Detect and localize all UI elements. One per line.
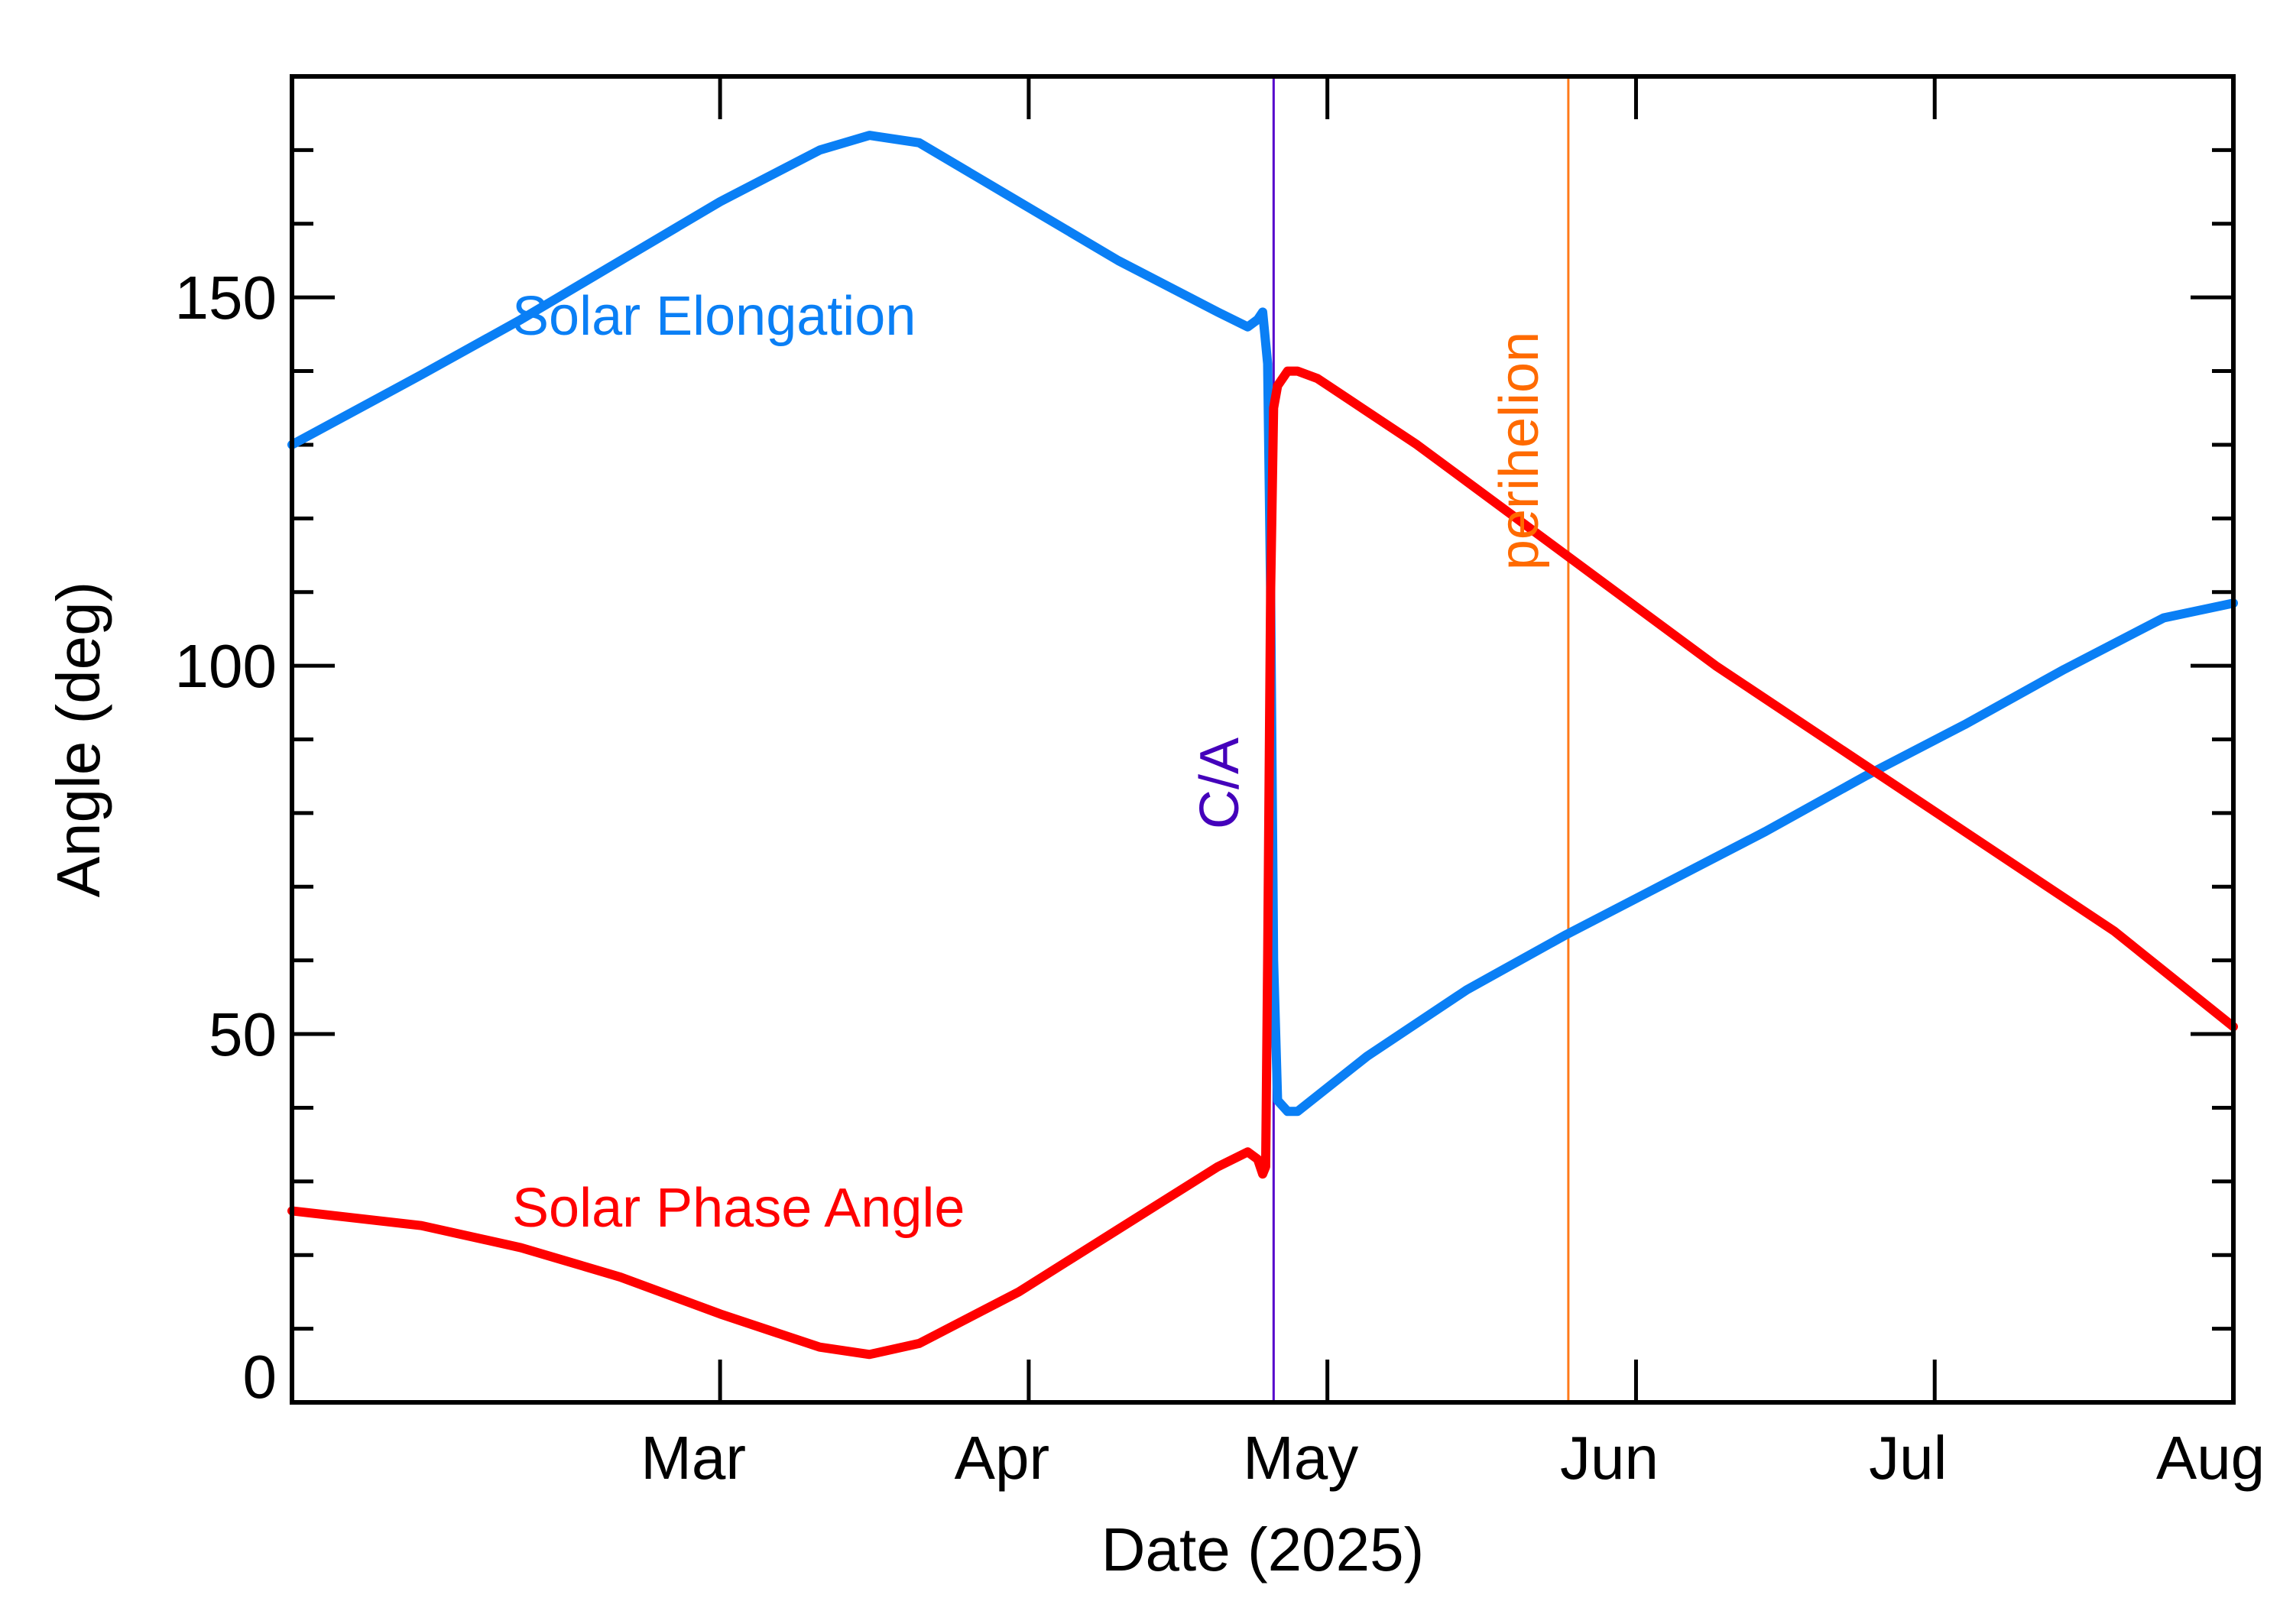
series-line-solar-phase-angle: [287, 366, 2238, 1360]
series-group: [287, 131, 2238, 1360]
series-label-solar-phase-angle: Solar Phase Angle: [512, 1178, 965, 1239]
x-axis-title: Date (2025): [1101, 1515, 1424, 1583]
x-tick-labels: Mar Apr May Jun Jul Aug: [641, 1424, 2265, 1492]
vertical-markers: [1272, 76, 1570, 1402]
plot-frame: [290, 74, 2236, 1405]
x-tick-label: Jun: [1560, 1424, 1659, 1492]
x-tick-label: Apr: [955, 1424, 1050, 1492]
y-tick-label: 150: [175, 264, 277, 332]
y-tick-label: 0: [243, 1343, 277, 1411]
tick-group: [292, 76, 2233, 1402]
x-tick-label: Mar: [641, 1424, 746, 1492]
x-tick-label: Aug: [2156, 1424, 2265, 1492]
x-tick-label: May: [1243, 1424, 1358, 1492]
series-label-solar-elongation: Solar Elongation: [512, 286, 916, 347]
y-tick-label: 100: [175, 632, 277, 700]
y-tick-label: 50: [209, 1000, 277, 1068]
marker-label-perihelion: perihelion: [1489, 332, 1550, 570]
x-tick-label: Jul: [1869, 1424, 1947, 1492]
y-axis-title: Angle (deg): [44, 582, 112, 898]
marker-label-closest-approach: C/A: [1189, 737, 1250, 829]
y-tick-labels: 0 50 100 150: [175, 264, 277, 1411]
series-line-solar-elongation: [287, 131, 2238, 1117]
